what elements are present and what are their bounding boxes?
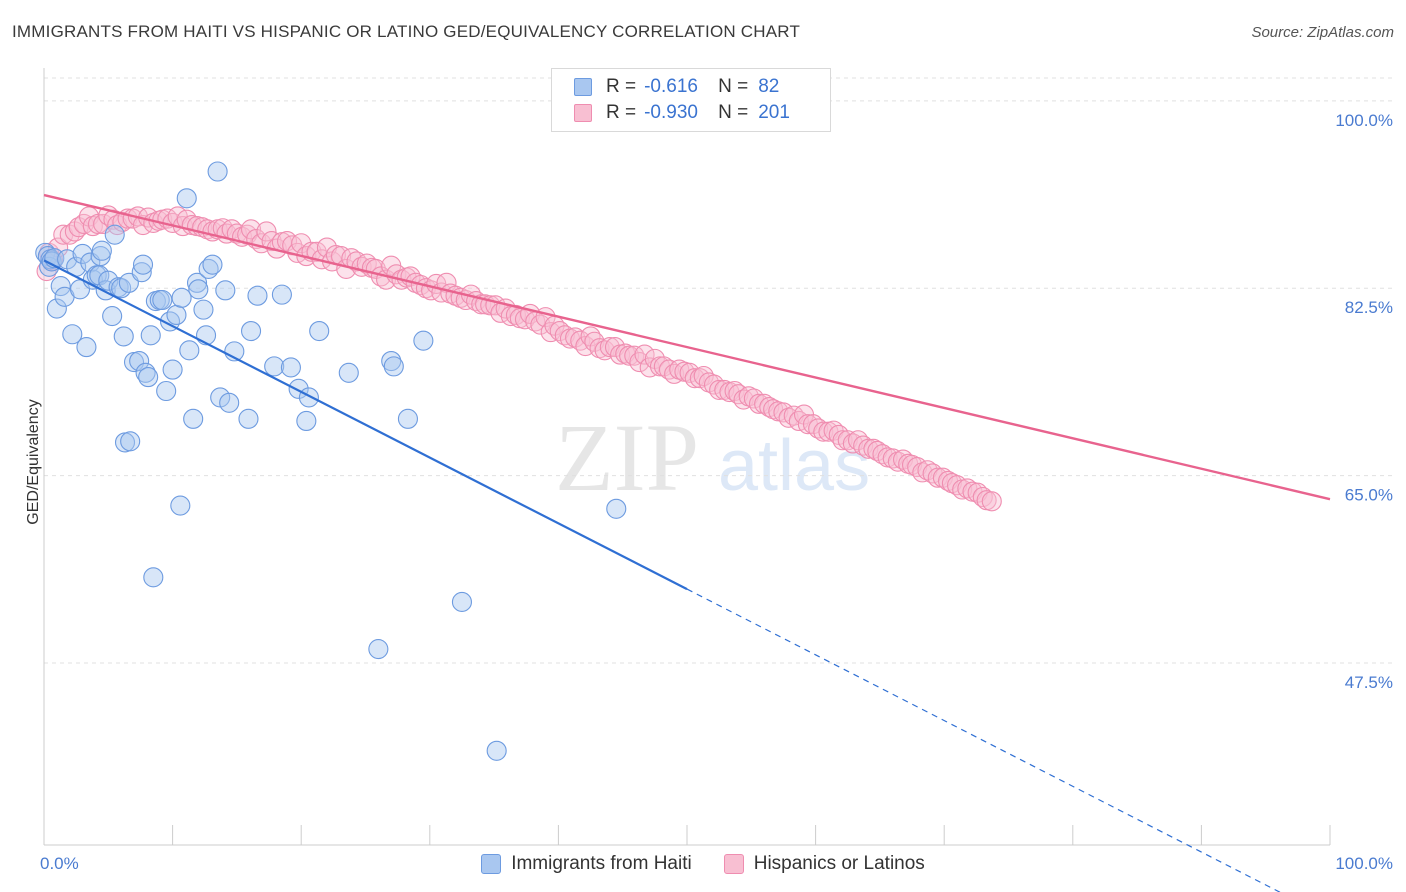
data-point-haiti <box>368 639 389 660</box>
data-point-hispanic <box>709 379 730 400</box>
data-point-haiti <box>280 357 301 378</box>
data-point-haiti <box>91 240 112 261</box>
data-point-haiti <box>381 350 402 372</box>
data-point-haiti <box>338 362 359 383</box>
legend-swatch-hispanic <box>723 854 744 874</box>
legend-item-hispanic: Hispanics or Latinos <box>723 853 925 875</box>
watermark-zip: ZIP <box>555 404 699 511</box>
data-point-haiti <box>298 387 319 408</box>
data-point-haiti <box>138 367 159 388</box>
data-point-haiti <box>219 392 240 413</box>
legend-item-haiti: Immigrants from Haiti <box>481 853 692 875</box>
data-point-haiti <box>179 340 200 361</box>
y-tick-label: 65.0% <box>1345 486 1393 505</box>
data-point-hispanic <box>619 345 640 366</box>
data-point-hispanic <box>599 337 620 358</box>
data-point-haiti <box>140 325 161 346</box>
legend: Immigrants from Haiti Hispanics or Latin… <box>0 850 1406 878</box>
data-point-haiti <box>309 320 330 342</box>
data-point-haiti <box>156 380 177 402</box>
data-point-haiti <box>113 326 134 347</box>
legend-stats-row-blue: R = -0.616 N = 82 <box>574 74 779 100</box>
data-point-hispanic <box>291 233 312 254</box>
legend-swatch-pink <box>574 104 592 122</box>
data-point-haiti <box>296 410 317 432</box>
data-point-haiti <box>131 262 152 283</box>
data-point-hispanic <box>981 491 1002 512</box>
data-point-hispanic <box>634 344 655 365</box>
r-label: R = <box>606 76 637 97</box>
data-point-haiti <box>50 276 71 297</box>
data-point-haiti <box>606 498 627 519</box>
y-tick-label: 82.5% <box>1345 298 1393 317</box>
data-point-haiti <box>188 279 209 300</box>
data-point-haiti <box>102 306 123 327</box>
data-point-haiti <box>240 320 262 342</box>
data-point-haiti <box>264 356 285 377</box>
data-point-haiti <box>247 285 268 306</box>
legend-label-haiti: Immigrants from Haiti <box>511 853 692 874</box>
data-point-haiti <box>207 161 228 182</box>
trendline-haiti-extension <box>686 588 1281 892</box>
data-point-haiti <box>486 740 507 761</box>
data-point-haiti <box>215 280 236 301</box>
data-point-haiti <box>118 272 139 293</box>
data-point-haiti <box>171 287 192 308</box>
data-point-haiti <box>76 337 97 358</box>
data-point-haiti <box>170 495 191 516</box>
r-value: -0.930 <box>644 102 698 123</box>
y-axis-label: GED/Equivalency <box>25 399 42 524</box>
n-label: N = <box>718 76 749 97</box>
y-tick-label: 100.0% <box>1335 111 1393 130</box>
data-point-haiti <box>397 408 418 429</box>
n-value: 82 <box>758 76 780 97</box>
r-value: -0.616 <box>644 76 698 97</box>
data-point-haiti <box>271 284 292 305</box>
legend-swatch-blue <box>574 78 592 96</box>
data-point-haiti <box>132 254 154 275</box>
r-label: R = <box>606 102 637 123</box>
data-point-haiti <box>143 567 164 588</box>
data-point-haiti <box>238 408 259 429</box>
data-point-haiti <box>120 431 141 452</box>
data-point-haiti <box>162 359 183 380</box>
data-point-hispanic <box>813 421 834 442</box>
source-label: Source: ZipAtlas.com <box>1251 24 1394 41</box>
n-value: 201 <box>758 102 790 123</box>
n-label: N = <box>718 102 749 123</box>
data-point-haiti <box>413 330 434 351</box>
data-point-haiti <box>176 188 197 209</box>
data-point-haiti <box>186 272 208 293</box>
data-point-haiti <box>46 298 67 319</box>
x-tick-label: 100.0% <box>1335 854 1393 873</box>
data-point-hispanic <box>240 219 262 240</box>
legend-swatch-haiti <box>481 854 502 874</box>
y-tick-label: 47.5% <box>1345 673 1393 692</box>
legend-label-hispanic: Hispanics or Latinos <box>753 853 925 874</box>
data-point-haiti <box>183 408 204 429</box>
data-point-haiti <box>202 254 223 275</box>
chart-title: IMMIGRANTS FROM HAITI VS HISPANIC OR LAT… <box>12 22 801 41</box>
data-point-haiti <box>98 270 119 291</box>
legend-stats-row-pink: R = -0.930 N = 201 <box>574 100 790 126</box>
data-point-haiti <box>166 304 187 326</box>
data-point-haiti <box>129 350 150 372</box>
data-point-haiti <box>193 299 214 320</box>
data-point-haiti <box>72 243 93 264</box>
trendline-haiti <box>43 259 688 591</box>
data-point-haiti <box>451 591 473 612</box>
data-point-haiti <box>62 324 83 345</box>
data-point-haiti <box>104 224 125 245</box>
data-point-hispanic <box>256 221 277 242</box>
data-point-haiti <box>383 356 404 377</box>
legend-stats: R = -0.616 N = 82 R = -0.930 N = 201 <box>551 68 831 132</box>
trendline-hispanic <box>43 193 1331 501</box>
data-point-haiti <box>152 289 173 311</box>
x-tick-label: 0.0% <box>40 854 79 873</box>
